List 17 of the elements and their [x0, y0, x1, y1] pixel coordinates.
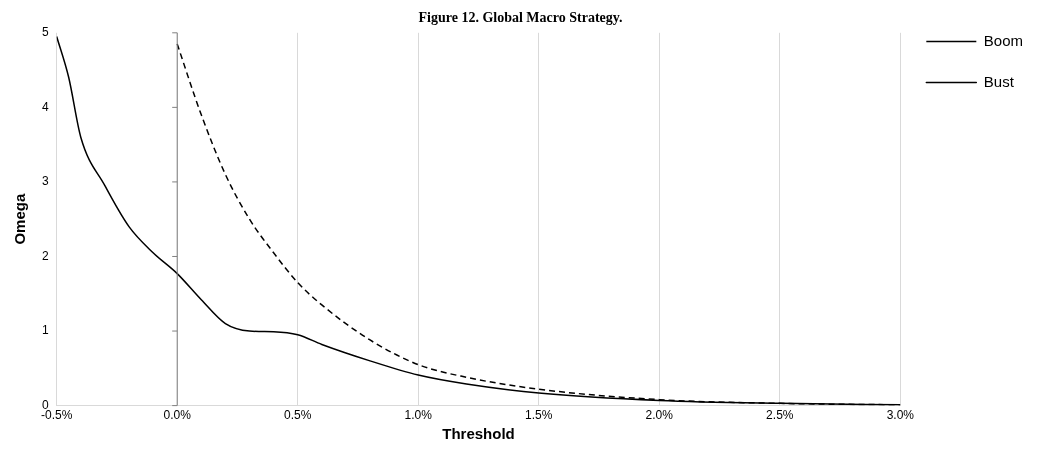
x-tick-label: 1.5%	[525, 408, 553, 423]
x-tick-label: 3.0%	[886, 408, 915, 423]
y-tick-label: 1	[41, 323, 49, 338]
x-tick-label: 2.0%	[645, 408, 674, 423]
y-tick-label: 3	[41, 174, 49, 189]
x-tick-label: 2.5%	[766, 408, 794, 423]
y-tick-label: 4	[41, 99, 49, 114]
x-tick-label: 1.0%	[404, 408, 433, 423]
legend-label: Bust	[983, 72, 1015, 90]
chart-title: Figure 12. Global Macro Strategy.	[418, 10, 623, 26]
y-tick-label: 5	[41, 25, 49, 40]
y-tick-label: 2	[41, 248, 49, 263]
x-axis-title: Threshold	[442, 425, 515, 443]
x-tick-label: 0.5%	[284, 408, 312, 423]
x-tick-label: 0.0%	[163, 408, 192, 423]
legend-label: Boom	[983, 31, 1023, 49]
y-axis-title: Omega	[11, 193, 29, 245]
